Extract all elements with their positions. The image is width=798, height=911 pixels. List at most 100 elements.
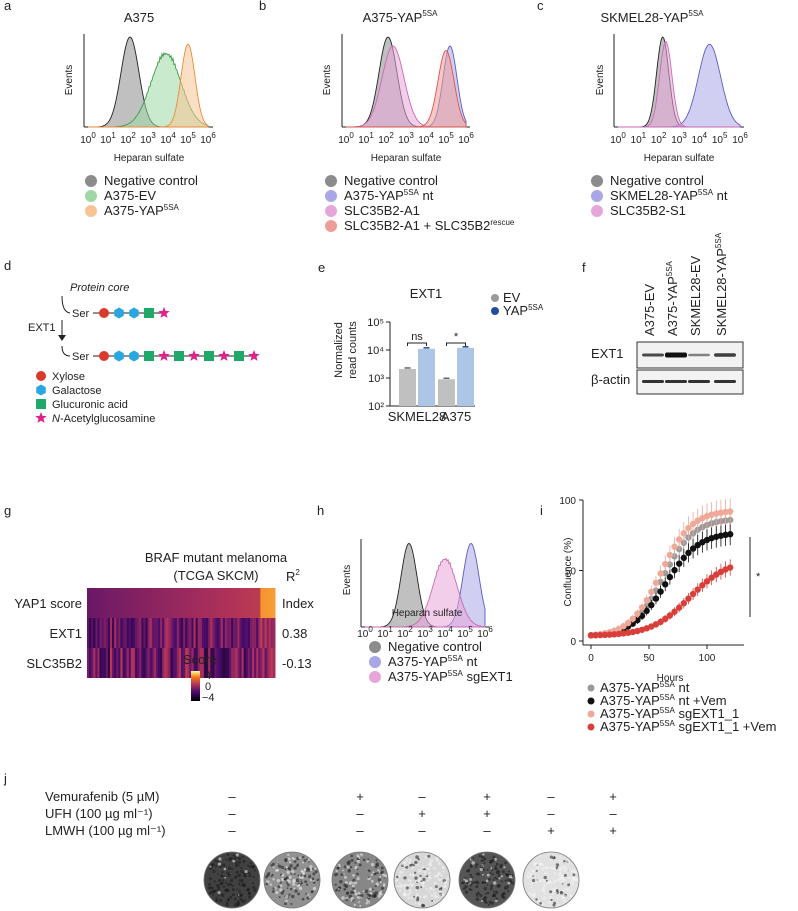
colony <box>544 892 547 895</box>
colony <box>350 890 354 895</box>
colony <box>301 897 305 901</box>
colony <box>428 863 433 867</box>
data-point <box>675 560 683 567</box>
colony <box>306 858 309 861</box>
heatmap-cell <box>239 618 243 648</box>
panel-e: e EXT1 Normalized read counts ns SKMEL28 * A… <box>318 260 544 424</box>
colony <box>497 873 501 878</box>
heatmap-cell <box>189 618 192 648</box>
colony <box>238 878 242 882</box>
heatmap-cell <box>122 618 126 648</box>
y-axis-label: Events <box>322 65 333 96</box>
colony <box>215 898 219 902</box>
x-tick-label: 105 <box>457 625 473 640</box>
heatmap-cell <box>153 648 157 678</box>
legend-label: SKMEL28-YAP5SA nt <box>610 188 728 203</box>
colony <box>417 858 420 861</box>
colony <box>495 870 500 875</box>
legend: Xylose Galactose Glucuronic acid N-Acetylgl… <box>35 371 155 425</box>
colony <box>370 873 374 876</box>
x-tick-label: 50 <box>643 653 655 664</box>
data-point <box>601 631 609 639</box>
colony <box>504 879 507 882</box>
colony <box>542 878 546 883</box>
x-tick-label: 102 <box>397 625 413 640</box>
colony <box>217 872 220 875</box>
panel-j: j Vemurafenib (5 µM) – + – + – + UFH (100 µg ml… <box>3 771 617 909</box>
heatmap-cell <box>210 588 213 618</box>
heatmap-cell <box>95 648 98 678</box>
colony <box>530 869 535 873</box>
heatmap-cell <box>191 648 195 678</box>
colony <box>232 859 236 863</box>
heatmap-cell <box>101 588 105 618</box>
heatmap-cell <box>270 648 274 678</box>
colony <box>224 888 228 892</box>
significance-bracket <box>446 342 466 346</box>
colony <box>287 853 290 857</box>
enzyme-label: EXT1 <box>28 322 56 334</box>
colony <box>231 868 234 871</box>
colony <box>348 882 351 885</box>
colony <box>212 869 216 874</box>
colony <box>356 876 360 881</box>
legend-label: A375-YAP5SA sgEXT1 <box>388 669 513 684</box>
legend-label: SLC35B2-A1 <box>344 203 420 218</box>
colony <box>362 858 366 862</box>
x-tick-label: 103 <box>417 625 433 640</box>
heatmap-cell <box>105 648 109 678</box>
panel-letter: f <box>582 260 586 275</box>
heatmap-cell <box>266 588 270 618</box>
colony <box>349 866 353 869</box>
colony <box>493 881 497 885</box>
panel-letter: h <box>317 503 324 518</box>
colony <box>225 858 228 861</box>
treatment-marker: – <box>547 806 555 821</box>
heatmap-cell <box>89 618 92 648</box>
colony <box>252 875 255 878</box>
colony <box>543 883 547 887</box>
heatmap-cell <box>103 618 107 648</box>
heatmap-cell <box>153 588 157 618</box>
heatmap-cell <box>220 588 224 618</box>
colony <box>475 897 480 902</box>
heatmap-row-labels: YAP1 score Index EXT1 0.38 SLC35B2 -0.13 <box>14 596 314 671</box>
colony <box>475 892 478 896</box>
colony <box>539 862 543 866</box>
heatmap-cell <box>226 588 230 618</box>
colony <box>221 893 225 897</box>
colony <box>550 860 553 863</box>
galactose-icon <box>36 384 46 396</box>
panel-h: h Events 100 101 102 103 104 105 106 Heparan s… <box>317 503 513 684</box>
colony <box>506 885 510 889</box>
bar <box>418 348 435 406</box>
heatmap-cell <box>187 618 190 648</box>
colony <box>364 889 369 894</box>
heatmap-cell <box>109 588 113 618</box>
treatment-label: LMWH (100 µg ml⁻¹) <box>45 823 166 838</box>
heatmap-cell <box>256 588 259 618</box>
colony <box>293 866 297 870</box>
colony <box>570 882 574 886</box>
colony <box>209 877 213 881</box>
data-point <box>657 588 664 595</box>
treatment-marker: – <box>609 806 617 821</box>
legend-label: Glucuronic acid <box>52 399 128 411</box>
glucuronic-acid-icon <box>144 308 154 318</box>
colony <box>284 868 287 871</box>
colony <box>552 880 556 884</box>
colony <box>217 862 222 866</box>
significance-bracket <box>407 342 427 346</box>
colony <box>224 881 227 884</box>
colony <box>293 859 297 863</box>
colony <box>403 861 407 865</box>
data-point <box>624 619 632 627</box>
colony <box>566 859 570 863</box>
colony <box>225 903 229 907</box>
colony <box>214 859 217 862</box>
colony <box>490 901 494 905</box>
heatmap-cell <box>206 588 209 618</box>
heatmap-cell <box>258 618 261 648</box>
lane-label: SKMEL28-YAP5SA <box>714 232 729 336</box>
